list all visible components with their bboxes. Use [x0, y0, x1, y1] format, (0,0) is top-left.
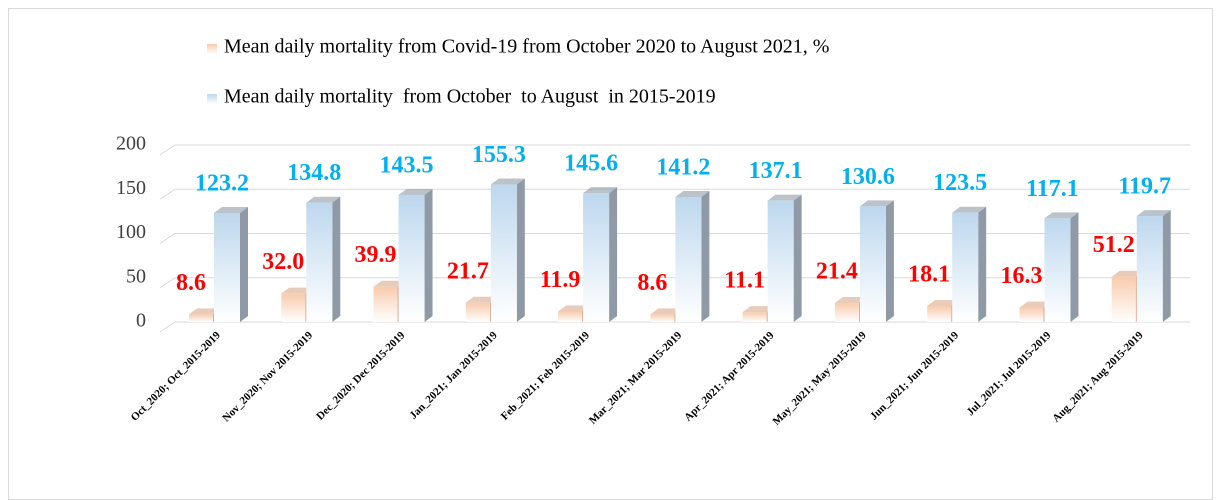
bar-top: [1136, 210, 1171, 217]
bar: [281, 293, 306, 322]
bar: [767, 200, 794, 322]
bar-side: [885, 200, 894, 322]
bar-side: [1162, 210, 1171, 322]
bar: [650, 314, 675, 322]
value-label: 18.1: [908, 261, 950, 287]
bar-top: [214, 206, 248, 213]
bar: [1019, 307, 1044, 322]
bar-side: [516, 178, 525, 322]
bar-top: [306, 196, 341, 203]
bar: [859, 206, 886, 322]
bar-side: [424, 189, 433, 322]
bar: [675, 197, 702, 322]
bar-top: [373, 280, 406, 287]
bar: [373, 286, 398, 322]
value-label: 51.2: [1093, 232, 1135, 258]
bar-side: [1070, 212, 1079, 322]
bar: [952, 212, 979, 322]
bar-top: [767, 194, 802, 201]
bar-top: [558, 305, 591, 312]
bar-top: [675, 191, 710, 198]
value-label: 143.5: [380, 153, 434, 179]
bar: [742, 312, 767, 322]
value-label: 21.4: [816, 259, 858, 285]
y-tick-label: 150: [116, 177, 146, 199]
value-label: 32.0: [262, 249, 304, 275]
legend-label: Mean daily mortality from October to Aug…: [224, 86, 716, 108]
value-label: 123.5: [933, 170, 987, 196]
bar-side: [240, 206, 248, 322]
bar: [927, 305, 952, 322]
bar-top: [465, 296, 498, 303]
bar-top: [1044, 212, 1079, 219]
y-tick-label: 50: [126, 265, 146, 287]
value-label: 137.1: [749, 158, 803, 184]
grid-line: [159, 188, 1190, 200]
bar-side: [701, 191, 710, 322]
bar: [306, 202, 333, 322]
bar-top: [650, 308, 683, 315]
bar-side: [332, 196, 341, 322]
bar: [189, 314, 213, 322]
bar-side: [793, 194, 802, 322]
value-label: 8.6: [176, 270, 206, 296]
bar-top: [1111, 270, 1144, 277]
value-label: 123.2: [195, 170, 249, 196]
bar-top: [1019, 301, 1052, 308]
value-label: 117.1: [1026, 176, 1079, 202]
value-label: 39.9: [355, 242, 397, 268]
value-label: 16.3: [1000, 263, 1042, 289]
legend-swatch: [207, 94, 217, 104]
grid-line: [159, 144, 1190, 156]
value-label: 134.8: [287, 160, 341, 186]
bar-top: [927, 299, 960, 306]
bar-top: [859, 200, 894, 207]
value-label: 8.6: [637, 270, 667, 296]
bar: [465, 302, 490, 322]
value-label: 11.1: [724, 268, 765, 294]
bar: [398, 195, 425, 322]
bar-top: [490, 178, 525, 185]
bar-top: [952, 206, 987, 213]
y-tick-label: 0: [136, 310, 146, 332]
bar-top: [189, 308, 221, 315]
bar-top: [583, 187, 618, 194]
value-label: 155.3: [472, 142, 526, 168]
grid-line: [159, 277, 1190, 289]
y-tick-label: 100: [116, 221, 146, 243]
value-label: 130.6: [841, 164, 895, 190]
bar-top: [281, 287, 314, 294]
value-label: 145.6: [564, 151, 618, 177]
bar: [583, 193, 610, 322]
value-label: 11.9: [540, 267, 581, 293]
bar: [1136, 216, 1163, 322]
bar: [214, 212, 240, 322]
value-label: 119.7: [1118, 174, 1171, 200]
grid-line: [159, 233, 1190, 244]
bar-top: [742, 306, 775, 313]
bar: [490, 184, 517, 322]
bar: [1111, 276, 1136, 322]
y-tick-label: 200: [116, 133, 146, 155]
legend-label: Mean daily mortality from Covid-19 from …: [224, 36, 829, 58]
bar-side: [978, 206, 987, 322]
bar: [834, 303, 859, 322]
value-label: 21.7: [447, 258, 489, 284]
bar-side: [609, 187, 618, 322]
legend-swatch: [207, 44, 217, 54]
bar: [1044, 218, 1071, 322]
value-label: 141.2: [656, 155, 710, 181]
bar-top: [834, 297, 867, 304]
bar-top: [398, 189, 433, 196]
bar: [558, 311, 583, 322]
